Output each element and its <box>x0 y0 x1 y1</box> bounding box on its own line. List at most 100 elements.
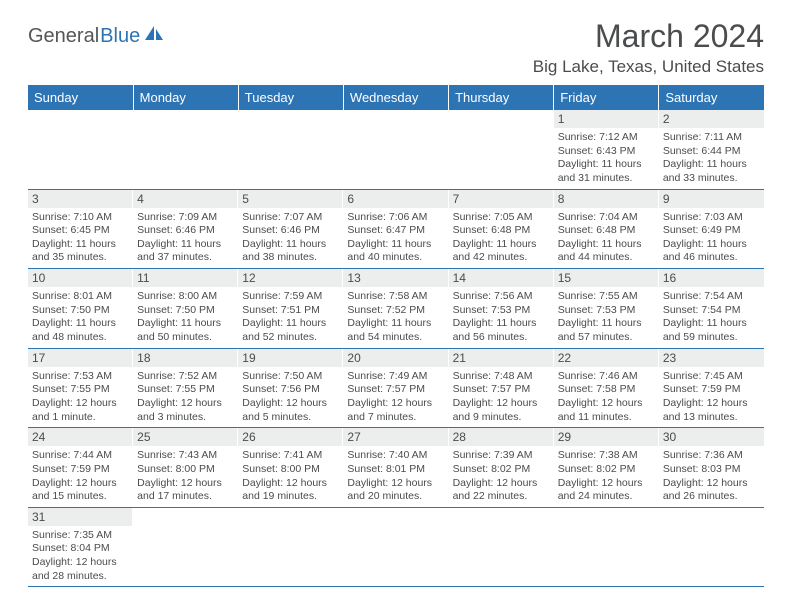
calendar-empty-cell <box>343 507 448 587</box>
weekday-header: Tuesday <box>238 85 343 110</box>
day-details: Sunrise: 8:01 AMSunset: 7:50 PMDaylight:… <box>28 287 133 348</box>
day-details: Sunrise: 7:06 AMSunset: 6:47 PMDaylight:… <box>343 208 448 269</box>
location: Big Lake, Texas, United States <box>533 57 764 77</box>
day-details: Sunrise: 7:56 AMSunset: 7:53 PMDaylight:… <box>449 287 554 348</box>
day-details: Sunrise: 7:45 AMSunset: 7:59 PMDaylight:… <box>659 367 764 428</box>
day-number: 2 <box>659 110 764 128</box>
calendar-empty-cell <box>554 507 659 587</box>
day-number: 18 <box>133 349 238 367</box>
day-number: 27 <box>343 428 448 446</box>
calendar-day-cell: 18Sunrise: 7:52 AMSunset: 7:55 PMDayligh… <box>133 348 238 428</box>
day-details: Sunrise: 7:41 AMSunset: 8:00 PMDaylight:… <box>238 446 343 507</box>
day-number: 28 <box>449 428 554 446</box>
day-details: Sunrise: 7:11 AMSunset: 6:44 PMDaylight:… <box>659 128 764 189</box>
calendar-day-cell: 23Sunrise: 7:45 AMSunset: 7:59 PMDayligh… <box>659 348 764 428</box>
day-number: 29 <box>554 428 659 446</box>
day-details: Sunrise: 7:36 AMSunset: 8:03 PMDaylight:… <box>659 446 764 507</box>
calendar-empty-cell <box>449 507 554 587</box>
day-details: Sunrise: 7:59 AMSunset: 7:51 PMDaylight:… <box>238 287 343 348</box>
day-details: Sunrise: 7:48 AMSunset: 7:57 PMDaylight:… <box>449 367 554 428</box>
day-number: 31 <box>28 508 133 526</box>
calendar-day-cell: 5Sunrise: 7:07 AMSunset: 6:46 PMDaylight… <box>238 189 343 269</box>
day-details: Sunrise: 7:04 AMSunset: 6:48 PMDaylight:… <box>554 208 659 269</box>
day-details: Sunrise: 7:35 AMSunset: 8:04 PMDaylight:… <box>28 526 133 587</box>
day-number: 6 <box>343 190 448 208</box>
day-details: Sunrise: 7:03 AMSunset: 6:49 PMDaylight:… <box>659 208 764 269</box>
day-number: 19 <box>238 349 343 367</box>
day-details: Sunrise: 7:50 AMSunset: 7:56 PMDaylight:… <box>238 367 343 428</box>
calendar-day-cell: 4Sunrise: 7:09 AMSunset: 6:46 PMDaylight… <box>133 189 238 269</box>
calendar-day-cell: 17Sunrise: 7:53 AMSunset: 7:55 PMDayligh… <box>28 348 133 428</box>
day-details: Sunrise: 7:52 AMSunset: 7:55 PMDaylight:… <box>133 367 238 428</box>
day-number: 20 <box>343 349 448 367</box>
day-details: Sunrise: 7:54 AMSunset: 7:54 PMDaylight:… <box>659 287 764 348</box>
sail-icon <box>143 24 165 49</box>
calendar-day-cell: 13Sunrise: 7:58 AMSunset: 7:52 PMDayligh… <box>343 269 448 349</box>
calendar-day-cell: 29Sunrise: 7:38 AMSunset: 8:02 PMDayligh… <box>554 428 659 508</box>
calendar-day-cell: 26Sunrise: 7:41 AMSunset: 8:00 PMDayligh… <box>238 428 343 508</box>
day-number: 21 <box>449 349 554 367</box>
day-number: 30 <box>659 428 764 446</box>
day-details: Sunrise: 7:58 AMSunset: 7:52 PMDaylight:… <box>343 287 448 348</box>
day-number: 5 <box>238 190 343 208</box>
calendar-day-cell: 25Sunrise: 7:43 AMSunset: 8:00 PMDayligh… <box>133 428 238 508</box>
day-number: 11 <box>133 269 238 287</box>
calendar-day-cell: 27Sunrise: 7:40 AMSunset: 8:01 PMDayligh… <box>343 428 448 508</box>
calendar-day-cell: 2Sunrise: 7:11 AMSunset: 6:44 PMDaylight… <box>659 110 764 189</box>
day-number: 16 <box>659 269 764 287</box>
day-details: Sunrise: 7:49 AMSunset: 7:57 PMDaylight:… <box>343 367 448 428</box>
day-details: Sunrise: 7:10 AMSunset: 6:45 PMDaylight:… <box>28 208 133 269</box>
day-number: 25 <box>133 428 238 446</box>
calendar-week-row: 10Sunrise: 8:01 AMSunset: 7:50 PMDayligh… <box>28 269 764 349</box>
calendar-day-cell: 9Sunrise: 7:03 AMSunset: 6:49 PMDaylight… <box>659 189 764 269</box>
calendar-empty-cell <box>28 110 133 189</box>
day-details: Sunrise: 7:12 AMSunset: 6:43 PMDaylight:… <box>554 128 659 189</box>
calendar-week-row: 1Sunrise: 7:12 AMSunset: 6:43 PMDaylight… <box>28 110 764 189</box>
calendar-empty-cell <box>238 110 343 189</box>
calendar-day-cell: 10Sunrise: 8:01 AMSunset: 7:50 PMDayligh… <box>28 269 133 349</box>
weekday-header: Saturday <box>659 85 764 110</box>
day-number: 4 <box>133 190 238 208</box>
calendar-empty-cell <box>343 110 448 189</box>
weekday-header: Thursday <box>449 85 554 110</box>
day-number: 13 <box>343 269 448 287</box>
weekday-header: Monday <box>133 85 238 110</box>
day-number: 12 <box>238 269 343 287</box>
weekday-header: Friday <box>554 85 659 110</box>
calendar-week-row: 31Sunrise: 7:35 AMSunset: 8:04 PMDayligh… <box>28 507 764 587</box>
day-number: 9 <box>659 190 764 208</box>
month-title: March 2024 <box>533 18 764 55</box>
day-number: 23 <box>659 349 764 367</box>
logo-text-general: General <box>28 25 99 48</box>
day-number: 7 <box>449 190 554 208</box>
day-details: Sunrise: 7:05 AMSunset: 6:48 PMDaylight:… <box>449 208 554 269</box>
calendar-day-cell: 28Sunrise: 7:39 AMSunset: 8:02 PMDayligh… <box>449 428 554 508</box>
day-details: Sunrise: 8:00 AMSunset: 7:50 PMDaylight:… <box>133 287 238 348</box>
day-details: Sunrise: 7:07 AMSunset: 6:46 PMDaylight:… <box>238 208 343 269</box>
calendar-empty-cell <box>449 110 554 189</box>
calendar-day-cell: 8Sunrise: 7:04 AMSunset: 6:48 PMDaylight… <box>554 189 659 269</box>
calendar-week-row: 17Sunrise: 7:53 AMSunset: 7:55 PMDayligh… <box>28 348 764 428</box>
calendar-day-cell: 1Sunrise: 7:12 AMSunset: 6:43 PMDaylight… <box>554 110 659 189</box>
calendar-day-cell: 12Sunrise: 7:59 AMSunset: 7:51 PMDayligh… <box>238 269 343 349</box>
calendar-day-cell: 21Sunrise: 7:48 AMSunset: 7:57 PMDayligh… <box>449 348 554 428</box>
calendar-day-cell: 7Sunrise: 7:05 AMSunset: 6:48 PMDaylight… <box>449 189 554 269</box>
day-number: 1 <box>554 110 659 128</box>
calendar-day-cell: 30Sunrise: 7:36 AMSunset: 8:03 PMDayligh… <box>659 428 764 508</box>
calendar-day-cell: 22Sunrise: 7:46 AMSunset: 7:58 PMDayligh… <box>554 348 659 428</box>
calendar-day-cell: 24Sunrise: 7:44 AMSunset: 7:59 PMDayligh… <box>28 428 133 508</box>
calendar-empty-cell <box>133 507 238 587</box>
calendar-day-cell: 31Sunrise: 7:35 AMSunset: 8:04 PMDayligh… <box>28 507 133 587</box>
calendar-table: SundayMondayTuesdayWednesdayThursdayFrid… <box>28 85 764 587</box>
header: General Blue March 2024 Big Lake, Texas,… <box>28 18 764 77</box>
day-details: Sunrise: 7:38 AMSunset: 8:02 PMDaylight:… <box>554 446 659 507</box>
calendar-empty-cell <box>238 507 343 587</box>
calendar-day-cell: 6Sunrise: 7:06 AMSunset: 6:47 PMDaylight… <box>343 189 448 269</box>
day-details: Sunrise: 7:55 AMSunset: 7:53 PMDaylight:… <box>554 287 659 348</box>
logo: General Blue <box>28 24 165 49</box>
weekday-header: Wednesday <box>343 85 448 110</box>
day-details: Sunrise: 7:46 AMSunset: 7:58 PMDaylight:… <box>554 367 659 428</box>
day-number: 10 <box>28 269 133 287</box>
day-number: 26 <box>238 428 343 446</box>
day-details: Sunrise: 7:09 AMSunset: 6:46 PMDaylight:… <box>133 208 238 269</box>
